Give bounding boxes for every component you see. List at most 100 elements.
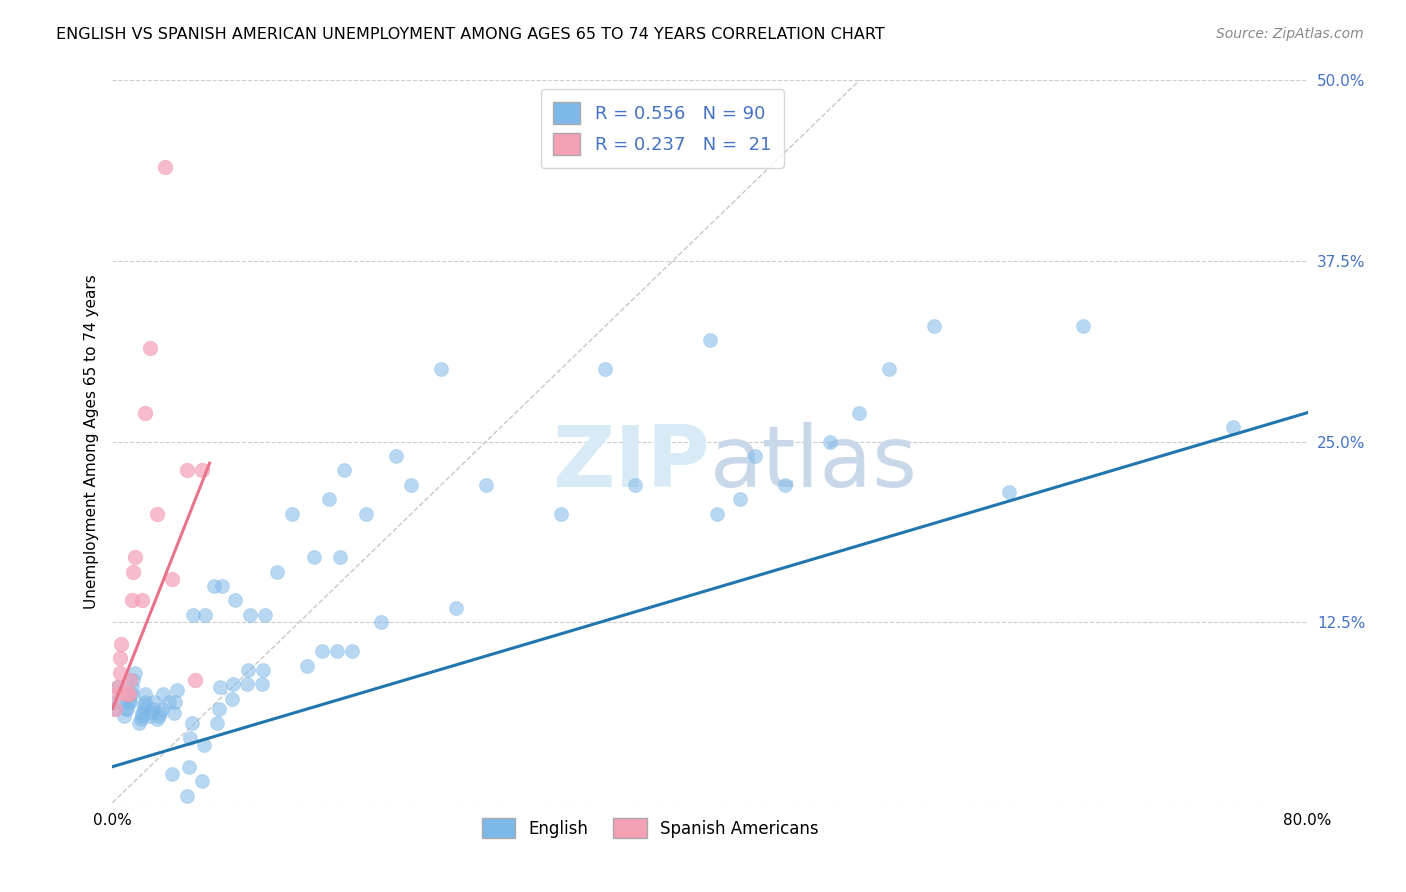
Point <box>444 600 467 615</box>
Point <box>132 702 155 716</box>
Point <box>370 615 392 630</box>
Point <box>205 716 228 731</box>
Point <box>236 677 259 691</box>
Point <box>744 449 766 463</box>
Point <box>385 449 408 463</box>
Point <box>128 716 150 731</box>
Point <box>118 695 141 709</box>
Point <box>105 687 128 701</box>
Point <box>773 478 796 492</box>
Point <box>148 709 170 723</box>
Point <box>122 565 145 579</box>
Point <box>120 687 142 701</box>
Point <box>165 695 187 709</box>
Point <box>166 683 188 698</box>
Point <box>124 550 146 565</box>
Point <box>114 709 135 723</box>
Point <box>728 492 751 507</box>
Point <box>146 712 169 726</box>
Point <box>922 318 945 333</box>
Point <box>162 767 183 781</box>
Point <box>624 478 647 492</box>
Point <box>239 607 262 622</box>
Point <box>179 731 201 745</box>
Point <box>1222 420 1244 434</box>
Point <box>118 687 141 701</box>
Point <box>430 362 453 376</box>
Point <box>325 644 347 658</box>
Point <box>117 687 139 701</box>
Point <box>550 507 572 521</box>
Point <box>266 565 288 579</box>
Point <box>475 478 498 492</box>
Point <box>180 716 202 731</box>
Point <box>108 665 131 680</box>
Point <box>121 593 143 607</box>
Point <box>134 687 156 701</box>
Point <box>131 593 153 607</box>
Point <box>252 663 274 677</box>
Point <box>193 738 215 752</box>
Point <box>207 702 229 716</box>
Point <box>699 334 721 348</box>
Point <box>120 695 142 709</box>
Point <box>311 644 333 658</box>
Point <box>162 572 183 586</box>
Point <box>110 637 132 651</box>
Point <box>318 492 340 507</box>
Point <box>149 706 172 721</box>
Point <box>103 702 125 716</box>
Point <box>131 709 153 723</box>
Point <box>281 507 304 521</box>
Point <box>122 673 145 687</box>
Point <box>329 550 352 565</box>
Point <box>250 677 273 691</box>
Text: ZIP: ZIP <box>553 422 710 505</box>
Point <box>848 406 870 420</box>
Point <box>595 362 617 376</box>
Point <box>224 593 246 607</box>
Point <box>129 712 152 726</box>
Point <box>142 702 165 716</box>
Point <box>191 463 214 477</box>
Point <box>191 774 214 789</box>
Point <box>121 680 143 694</box>
Point <box>194 607 217 622</box>
Point <box>183 673 205 687</box>
Point <box>121 687 143 701</box>
Point <box>401 478 423 492</box>
Point <box>104 702 127 716</box>
Point <box>706 507 728 521</box>
Point <box>818 434 841 449</box>
Point <box>202 579 225 593</box>
Legend: English, Spanish Americans: English, Spanish Americans <box>475 812 825 845</box>
Y-axis label: Unemployment Among Ages 65 to 74 years: Unemployment Among Ages 65 to 74 years <box>83 274 98 609</box>
Point <box>209 680 232 694</box>
Point <box>176 789 198 803</box>
Point <box>134 695 156 709</box>
Point <box>879 362 901 376</box>
Text: atlas: atlas <box>710 422 918 505</box>
Point <box>222 677 245 691</box>
Point <box>150 702 173 716</box>
Point <box>153 160 176 174</box>
Point <box>157 695 180 709</box>
Point <box>176 463 198 477</box>
Point <box>134 406 156 420</box>
Point <box>104 695 127 709</box>
Point <box>117 702 139 716</box>
Point <box>177 760 200 774</box>
Point <box>340 644 363 658</box>
Point <box>998 485 1021 500</box>
Point <box>152 687 174 701</box>
Point <box>132 698 155 712</box>
Point <box>302 550 325 565</box>
Point <box>238 663 260 677</box>
Point <box>253 607 276 622</box>
Point <box>295 658 318 673</box>
Point <box>117 695 139 709</box>
Point <box>356 507 378 521</box>
Point <box>108 651 131 665</box>
Point <box>143 695 166 709</box>
Point <box>131 706 153 721</box>
